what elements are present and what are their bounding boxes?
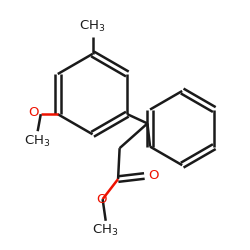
Text: O: O	[28, 106, 38, 119]
Text: CH$_3$: CH$_3$	[24, 134, 51, 149]
Text: O: O	[96, 193, 106, 206]
Text: CH$_3$: CH$_3$	[92, 223, 119, 238]
Text: CH$_3$: CH$_3$	[79, 19, 106, 34]
Text: O: O	[148, 170, 158, 182]
